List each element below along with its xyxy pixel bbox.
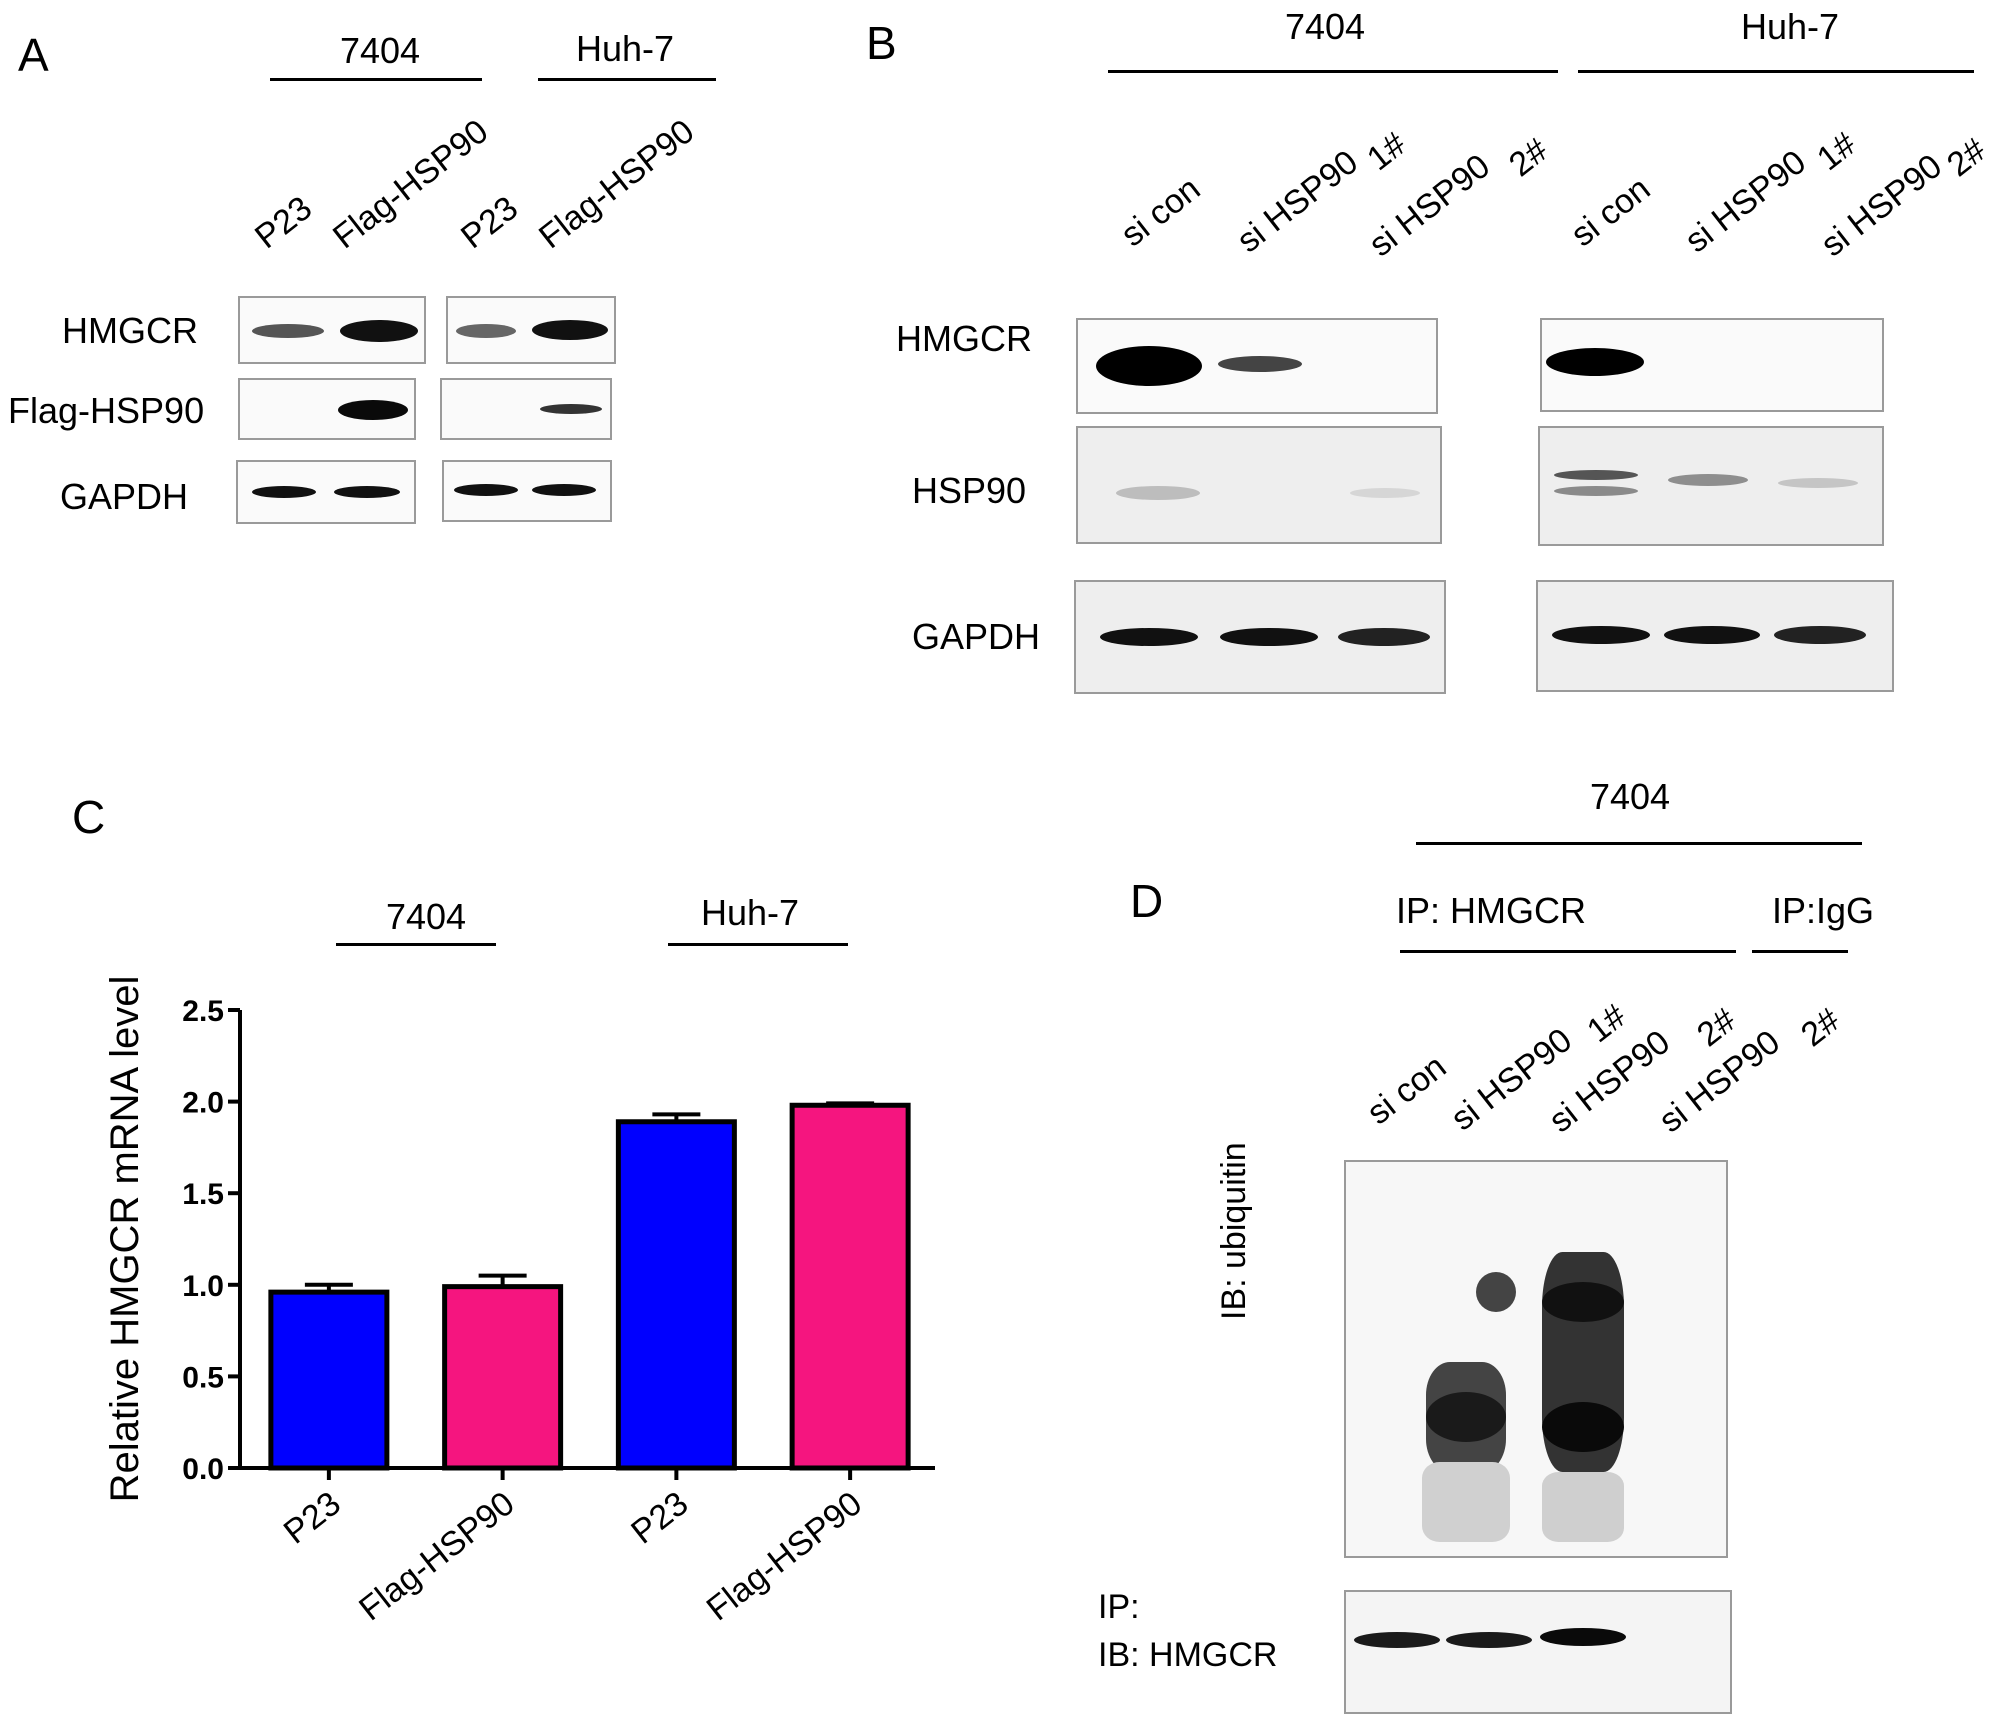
panel-a-row-hmgcr: HMGCR	[62, 310, 198, 351]
panel-d-ip-hmgcr: IP: HMGCR	[1396, 890, 1587, 931]
panel-c-group-huh7: Huh-7	[700, 892, 800, 933]
panel-a-group-huh7: Huh-7	[575, 28, 675, 69]
panel-c-group-7404: 7404	[385, 896, 467, 937]
panel-a-letter: A	[18, 29, 49, 81]
x-tick-label: Flag-HSP90	[352, 1484, 521, 1628]
blot-b-hmgcr-7404	[1076, 318, 1438, 414]
y-tick-label: 2.5	[182, 995, 224, 1028]
panel-b-group-huh7: Huh-7	[1740, 6, 1840, 47]
blot-a-hmgcr-7404	[238, 296, 426, 364]
panel-d-ip-hmgcr-line	[1400, 950, 1736, 953]
x-tick-label: P23	[624, 1484, 695, 1551]
panel-c-letter: C	[72, 791, 106, 843]
panel-d-ip-igg: IP:IgG	[1772, 890, 1875, 931]
bar	[442, 1284, 564, 1471]
panel-a-row-flag-hsp90: Flag-HSP90	[8, 390, 205, 431]
panel-d-group-7404: 7404	[1589, 776, 1671, 817]
panel-d-letter: D	[1130, 875, 1164, 927]
y-tick-label: 0.0	[182, 1453, 224, 1486]
panel-d-group-line	[1416, 842, 1862, 845]
panel-d-bottom-label-ib: IB: HMGCR	[1098, 1636, 1278, 1674]
panel-b-group-line-7404	[1108, 70, 1558, 73]
y-tick-label: 1.0	[182, 1270, 224, 1303]
panel-b-group-7404: 7404	[1284, 6, 1366, 47]
blot-b-gapdh-huh7	[1536, 580, 1894, 692]
panel-d-side-label: IB: ubiquitin	[1215, 1142, 1253, 1320]
y-axis-label: Relative HMGCR mRNA level	[103, 976, 147, 1503]
panel-c-group-line-7404	[336, 943, 496, 946]
blot-a-flag-hsp90-huh7	[440, 378, 612, 440]
blot-d-hmgcr	[1344, 1590, 1732, 1714]
panel-a-group-7404: 7404	[339, 30, 421, 71]
panel-a-group-line-huh7	[538, 78, 716, 81]
y-tick-label: 2.0	[182, 1087, 224, 1120]
bar	[615, 1119, 737, 1471]
blot-d-ubiquitin	[1344, 1160, 1728, 1558]
x-tick-label: Flag-HSP90	[700, 1484, 869, 1628]
blot-a-gapdh-huh7	[442, 460, 612, 522]
blot-a-hmgcr-huh7	[446, 296, 616, 364]
bar	[268, 1289, 390, 1471]
blot-b-hsp90-7404	[1076, 426, 1442, 544]
x-tick-label: P23	[277, 1484, 348, 1551]
blot-b-gapdh-7404	[1074, 580, 1446, 694]
blot-b-hsp90-huh7	[1538, 426, 1884, 546]
panel-b-row-gapdh: GAPDH	[912, 616, 1041, 657]
panel-b-row-hmgcr: HMGCR	[896, 318, 1032, 359]
panel-d-ip-igg-line	[1752, 950, 1848, 953]
blot-a-flag-hsp90-7404	[238, 378, 416, 440]
blot-b-hmgcr-huh7	[1540, 318, 1884, 412]
y-tick-label: 1.5	[182, 1178, 224, 1211]
bar	[789, 1102, 911, 1471]
panel-a-group-line-7404	[270, 78, 482, 81]
panel-b-letter: B	[866, 17, 897, 69]
panel-c-group-line-huh7	[668, 943, 848, 946]
panel-b-row-hsp90: HSP90	[912, 470, 1027, 511]
blot-a-gapdh-7404	[236, 460, 416, 524]
panel-d-bottom-label-ip: IP:	[1098, 1588, 1140, 1626]
y-tick-label: 0.5	[182, 1361, 224, 1394]
panel-a-row-gapdh: GAPDH	[60, 476, 189, 517]
panel-b-group-line-huh7	[1578, 70, 1974, 73]
